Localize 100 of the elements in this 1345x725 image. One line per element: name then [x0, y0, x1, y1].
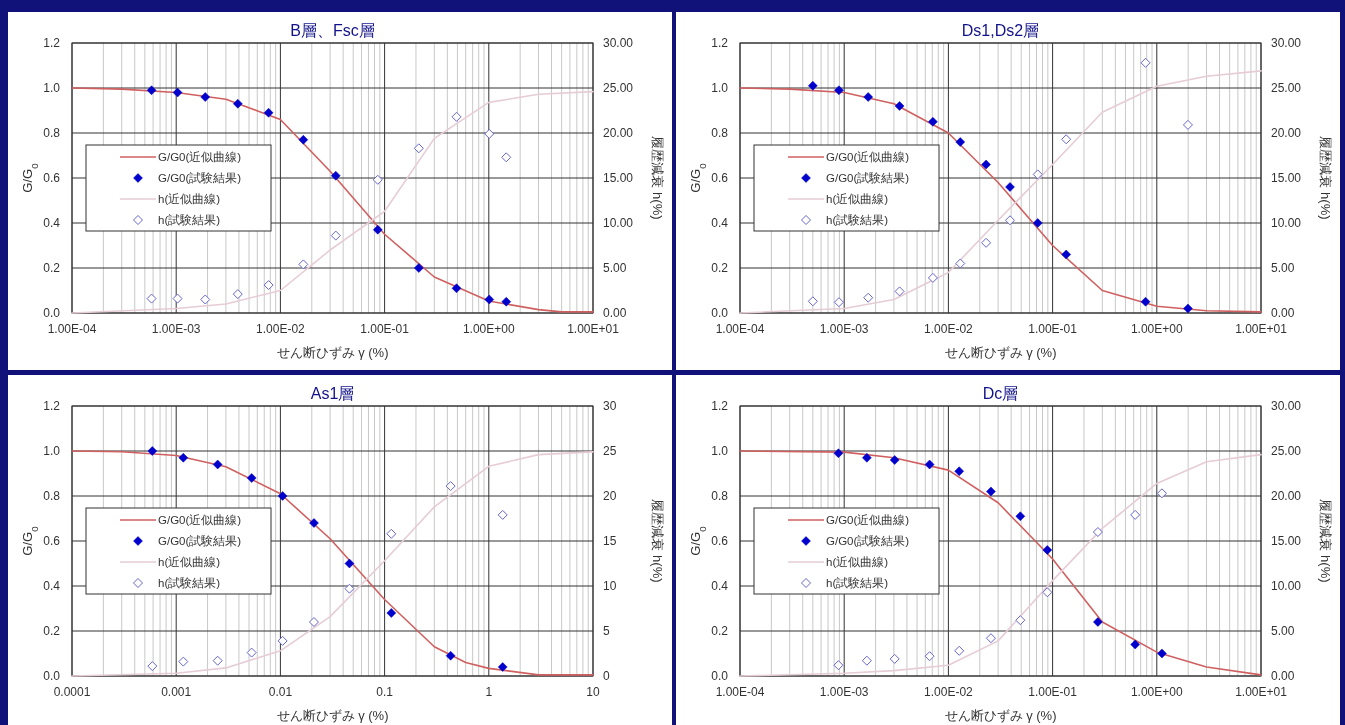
y2-tick-label: 5.00 — [603, 261, 627, 275]
y-tick-label: 0.8 — [43, 126, 61, 140]
y-tick-label: 0.0 — [43, 306, 61, 320]
y2-tick-label: 0.00 — [1271, 669, 1295, 683]
y2-tick-label: 25 — [603, 444, 617, 458]
legend-label: G/G0(試験結果) — [826, 172, 910, 184]
x-tick-label: 1.00E+01 — [567, 322, 620, 336]
legend-label: h(試験結果) — [158, 214, 221, 226]
y-tick-label: 0.0 — [711, 306, 729, 320]
y-tick-label: 0.4 — [711, 579, 729, 593]
legend-label: G/G0(試験結果) — [158, 535, 242, 547]
y-tick-label: 0.2 — [711, 624, 729, 638]
y2-tick-label: 10.00 — [1271, 216, 1302, 230]
y2-tick-label: 30.00 — [1271, 399, 1302, 413]
x-tick-label: 1.00E+00 — [1130, 322, 1183, 336]
y2-axis-title: 履歴減衰 h(%) — [1318, 499, 1333, 583]
legend-label: G/G0(近似曲線) — [158, 151, 242, 163]
y-tick-label: 0.6 — [43, 534, 61, 548]
y-tick-label: 1.0 — [711, 81, 729, 95]
legend-label: h(近似曲線) — [158, 556, 221, 568]
y-tick-label: 0.6 — [711, 534, 729, 548]
y-tick-label: 1.0 — [711, 444, 729, 458]
y-tick-label: 0.8 — [711, 489, 729, 503]
x-axis-title: せん断ひずみ γ (%) — [944, 708, 1057, 723]
y2-tick-label: 5.00 — [1271, 261, 1295, 275]
y-tick-label: 0.4 — [43, 579, 61, 593]
legend-label: G/G0(近似曲線) — [158, 514, 242, 526]
y2-tick-label: 20 — [603, 489, 617, 503]
x-tick-label: 1.00E-03 — [819, 322, 869, 336]
x-tick-label: 1 — [485, 685, 493, 699]
chart-title: Dc層 — [982, 385, 1019, 402]
y-tick-label: 1.2 — [711, 399, 729, 413]
y-tick-label: 1.2 — [711, 36, 729, 50]
x-tick-label: 1.00E-02 — [924, 322, 974, 336]
y-tick-label: 0.6 — [711, 171, 729, 185]
y-tick-label: 0.2 — [711, 261, 729, 275]
legend-label: h(試験結果) — [826, 214, 889, 226]
legend-label: h(近似曲線) — [158, 193, 221, 205]
legend-label: G/G0(試験結果) — [158, 172, 242, 184]
y2-tick-label: 0.00 — [1271, 306, 1295, 320]
x-axis-title: せん断ひずみ γ (%) — [276, 708, 389, 723]
x-tick-label: 1.00E-04 — [715, 685, 765, 699]
y2-axis-title: 履歴減衰 h(%) — [1318, 136, 1333, 220]
y-tick-label: 1.0 — [43, 81, 61, 95]
y2-tick-label: 25.00 — [1271, 444, 1302, 458]
x-tick-label: 1.00E-02 — [924, 685, 974, 699]
x-tick-label: 1.00E+01 — [1235, 685, 1288, 699]
legend-label: G/G0(試験結果) — [826, 535, 910, 547]
y2-tick-label: 10 — [603, 579, 617, 593]
y2-tick-label: 25.00 — [1271, 81, 1302, 95]
y-tick-label: 0.6 — [43, 171, 61, 185]
y-tick-label: 0.4 — [43, 216, 61, 230]
y-tick-label: 0.8 — [711, 126, 729, 140]
y2-tick-label: 10.00 — [603, 216, 634, 230]
y2-tick-label: 5.00 — [1271, 624, 1295, 638]
y-tick-label: 0.0 — [711, 669, 729, 683]
x-tick-label: 1.00E+01 — [1235, 322, 1288, 336]
x-tick-label: 1.00E-04 — [47, 322, 97, 336]
y2-tick-label: 30.00 — [1271, 36, 1302, 50]
y2-tick-label: 20.00 — [1271, 489, 1302, 503]
x-tick-label: 10 — [586, 685, 600, 699]
x-tick-label: 1.00E+00 — [1130, 685, 1183, 699]
legend-label: h(試験結果) — [158, 577, 221, 589]
y-tick-label: 0.0 — [43, 669, 61, 683]
y2-tick-label: 15.00 — [1271, 534, 1302, 548]
y2-axis-title: 履歴減衰 h(%) — [650, 136, 665, 220]
x-tick-label: 1.00E-03 — [819, 685, 869, 699]
y2-tick-label: 20.00 — [603, 126, 634, 140]
chart-title: As1層 — [310, 385, 355, 402]
x-tick-label: 1.00E-01 — [1028, 685, 1078, 699]
y2-axis-title: 履歴減衰 h(%) — [650, 499, 665, 583]
y2-tick-label: 25.00 — [603, 81, 634, 95]
y-tick-label: 0.8 — [43, 489, 61, 503]
legend-label: h(近似曲線) — [826, 556, 889, 568]
y-tick-label: 1.0 — [43, 444, 61, 458]
y2-tick-label: 0.00 — [603, 306, 627, 320]
y2-tick-label: 15.00 — [603, 171, 634, 185]
y2-tick-label: 0 — [603, 669, 610, 683]
x-axis-title: せん断ひずみ γ (%) — [944, 345, 1057, 360]
y-tick-label: 0.2 — [43, 261, 61, 275]
x-tick-label: 1.00E-04 — [715, 322, 765, 336]
y2-tick-label: 5 — [603, 624, 610, 638]
x-tick-label: 0.001 — [161, 685, 192, 699]
x-tick-label: 1.00E-02 — [256, 322, 306, 336]
y-tick-label: 0.4 — [711, 216, 729, 230]
x-tick-label: 0.1 — [376, 685, 394, 699]
y2-tick-label: 20.00 — [1271, 126, 1302, 140]
y2-tick-label: 10.00 — [1271, 579, 1302, 593]
chart-title: Ds1,Ds2層 — [961, 22, 1040, 39]
y2-tick-label: 30.00 — [603, 36, 634, 50]
x-tick-label: 0.0001 — [53, 685, 91, 699]
x-tick-label: 1.00E-01 — [1028, 322, 1078, 336]
x-tick-label: 1.00E-01 — [360, 322, 410, 336]
x-tick-label: 1.00E-03 — [151, 322, 201, 336]
y2-tick-label: 30 — [603, 399, 617, 413]
y2-tick-label: 15 — [603, 534, 617, 548]
x-tick-label: 0.01 — [268, 685, 293, 699]
x-axis-title: せん断ひずみ γ (%) — [276, 345, 389, 360]
x-tick-label: 1.00E+00 — [462, 322, 515, 336]
y-tick-label: 1.2 — [43, 399, 61, 413]
